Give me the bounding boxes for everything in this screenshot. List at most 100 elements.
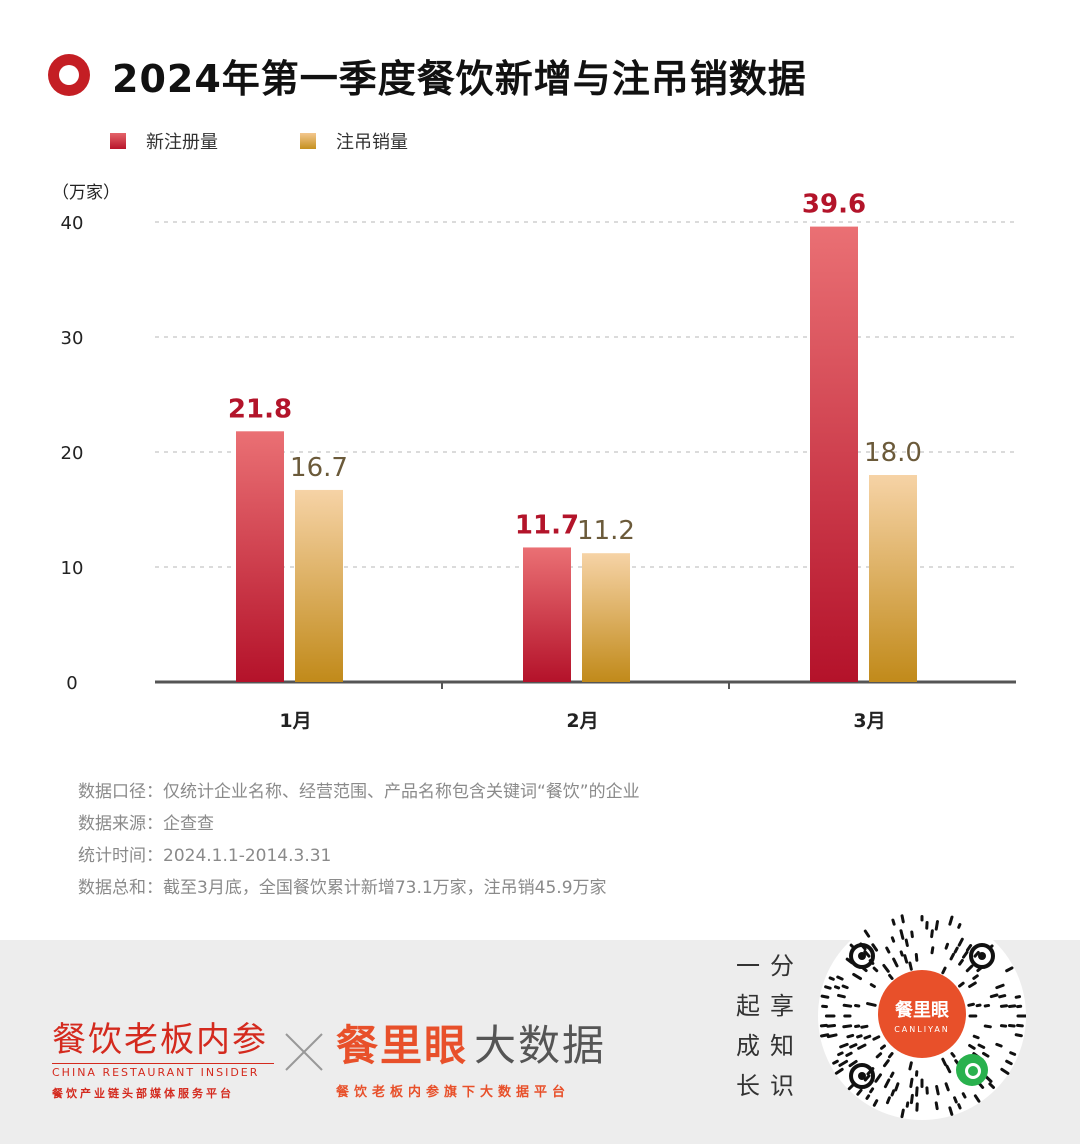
qr-dot [837, 1051, 844, 1057]
qr-dot [856, 1088, 863, 1096]
qr-dot [891, 918, 896, 926]
qr-dot [975, 1003, 982, 1008]
y-tick-label: 10 [61, 558, 84, 579]
x-tick-label: 3月 [853, 710, 885, 732]
bar-cancellation [295, 489, 343, 682]
brand1-en: CHINA RESTAURANT INSIDER [52, 1063, 274, 1079]
qr-dot [915, 1086, 919, 1097]
qr-dot [869, 983, 876, 989]
qr-dot [1014, 995, 1022, 999]
qr-dot [894, 1082, 900, 1092]
brand1-name: 餐饮老板内参 [52, 1020, 268, 1060]
qr-center-sub: CANLIYAN [894, 1025, 950, 1034]
qr-dot [875, 1052, 883, 1059]
qr-dot [833, 985, 841, 990]
qr-finder-dot [978, 952, 986, 960]
qr-dot [972, 1034, 980, 1040]
qr-dot [1000, 1067, 1010, 1075]
qr-dot [899, 929, 905, 940]
qr-dot [983, 1003, 991, 1008]
ring-icon [48, 54, 90, 96]
qr-dot [826, 1024, 837, 1028]
qr-dot [887, 1052, 894, 1059]
qr-dot [948, 915, 954, 926]
qr-dot [934, 1101, 939, 1111]
qr-dot [930, 929, 934, 939]
legend-swatch-new [110, 133, 126, 149]
qr-dot [856, 1034, 863, 1039]
qr-dot [866, 1002, 877, 1007]
bar-new-registration [523, 547, 571, 682]
qr-dot [903, 954, 909, 964]
qr-dot [904, 938, 909, 948]
qr-dot [910, 930, 914, 939]
qr-dot [863, 929, 871, 938]
qr-code[interactable]: 餐里眼 CANLIYAN [818, 912, 1026, 1120]
qr-dot [908, 1061, 913, 1071]
qr-dot [900, 914, 905, 924]
qr-dot [934, 920, 939, 931]
qr-dot [882, 1059, 890, 1068]
qr-dot [995, 983, 1005, 990]
qr-dot [999, 1004, 1009, 1008]
qr-dot [865, 1094, 871, 1100]
qr-finder [969, 943, 995, 969]
qr-dot [832, 1059, 839, 1065]
cross-icon [285, 1033, 323, 1071]
qr-dot [968, 1043, 976, 1050]
qr-dot [852, 972, 862, 981]
bar-chart: （万家） 0 10 20 30 40 1月 21.8 16.7 2月 11.711.2 3月 39.… [52, 183, 1016, 732]
qr-dot [1007, 1004, 1017, 1008]
qr-dot [828, 976, 835, 981]
qr-dot [874, 1073, 882, 1083]
qr-dot [950, 1052, 956, 1058]
qr-dot [885, 946, 891, 954]
qr-dot [905, 1101, 910, 1108]
qr-dot [880, 1044, 886, 1050]
qr-dot [839, 1042, 849, 1049]
qr-dot [995, 1042, 1003, 1048]
slogan-char: 享 [770, 992, 794, 1020]
qr-dot [889, 1071, 895, 1078]
footer: 餐饮老板内参 CHINA RESTAURANT INSIDER 餐饮产业链头部媒… [0, 912, 1080, 1144]
qr-dot [826, 1033, 838, 1039]
brand-canyin-laoban-neican: 餐饮老板内参 CHINA RESTAURANT INSIDER 餐饮产业链头部媒… [52, 1012, 274, 1101]
qr-dot [909, 1077, 914, 1088]
qr-dot [958, 981, 965, 988]
slogan-char: 起 [736, 992, 760, 1020]
qr-dot [999, 1024, 1008, 1028]
qr-finder-dot [858, 1072, 866, 1080]
brand2-red: 餐里眼 [336, 1021, 469, 1070]
qr-dot [998, 994, 1007, 999]
qr-dot [872, 1035, 881, 1041]
legend-swatch-cancel [300, 133, 316, 149]
brand1-sub: 餐饮产业链头部媒体服务平台 [52, 1087, 234, 1100]
qr-dot [953, 946, 959, 954]
qr-dot [869, 1087, 875, 1094]
qr-dot [834, 1067, 844, 1075]
qr-dot [863, 1074, 871, 1082]
qr-dot [972, 974, 979, 980]
qr-finder [849, 1063, 875, 1089]
chart-legend: 新注册量 注吊销量 [110, 128, 490, 154]
qr-dot [957, 1103, 962, 1110]
mini-program-icon [956, 1054, 988, 1086]
qr-dot [909, 1093, 914, 1105]
qr-dot [838, 1059, 849, 1067]
qr-dot [973, 950, 980, 958]
bar-cancellation [582, 553, 630, 682]
qr-dot [908, 961, 913, 971]
qr-dot [914, 952, 919, 962]
qr-dot [854, 1024, 861, 1029]
qr-dot [941, 1057, 947, 1067]
data-label: 21.8 [228, 394, 292, 424]
data-label: 39.6 [802, 190, 866, 220]
qr-finder [849, 943, 875, 969]
brand-canliyan: 餐里眼 大数据 餐饮老板内参旗下大数据平台 [336, 1012, 606, 1100]
qr-dot [872, 1099, 879, 1107]
qr-dot [945, 1064, 952, 1074]
qr-dot [820, 1033, 830, 1038]
qr-dot [965, 944, 973, 952]
slogan-col-1: 一 起 成 长 [736, 946, 796, 1106]
qr-dot [941, 966, 947, 975]
